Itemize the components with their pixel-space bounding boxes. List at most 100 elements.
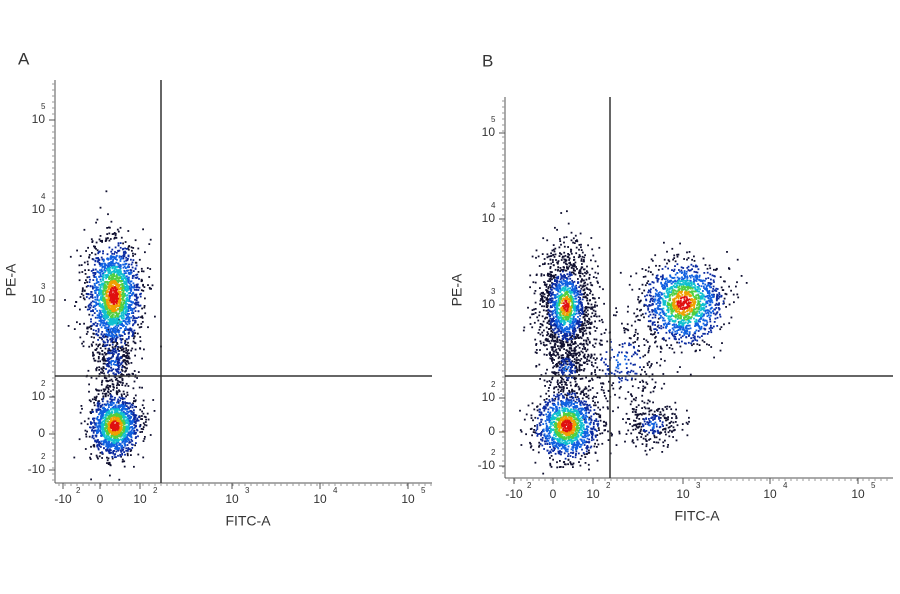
event-dot bbox=[557, 260, 560, 262]
event-dot bbox=[140, 280, 143, 283]
event-dot bbox=[121, 364, 124, 367]
event-dot bbox=[581, 348, 584, 350]
event-dot bbox=[644, 354, 646, 357]
event-dot bbox=[95, 278, 98, 280]
event-dot bbox=[96, 299, 99, 301]
event-dot bbox=[117, 454, 119, 457]
event-dot bbox=[574, 380, 577, 383]
event-dot bbox=[597, 272, 599, 275]
event-dot bbox=[117, 425, 120, 428]
event-dot bbox=[117, 360, 119, 363]
event-dot bbox=[89, 421, 92, 423]
event-dot bbox=[111, 415, 113, 418]
event-dot bbox=[643, 338, 645, 340]
event-dot bbox=[549, 336, 552, 338]
event-dot bbox=[115, 256, 117, 259]
event-dot bbox=[656, 345, 659, 348]
event-dot bbox=[584, 361, 587, 364]
event-dot bbox=[119, 268, 122, 271]
event-dot bbox=[99, 235, 102, 237]
event-dot bbox=[115, 432, 118, 435]
event-dot bbox=[103, 411, 106, 414]
event-dot bbox=[117, 230, 120, 233]
x-axis-label: FITC-A bbox=[225, 513, 271, 529]
event-dot bbox=[112, 452, 114, 455]
event-dot bbox=[93, 354, 95, 357]
event-dot bbox=[529, 274, 532, 277]
event-dot bbox=[98, 283, 101, 286]
event-dot bbox=[99, 318, 102, 320]
event-dot bbox=[567, 343, 569, 346]
event-dot bbox=[111, 267, 114, 270]
event-dot bbox=[133, 294, 136, 297]
event-dot bbox=[560, 386, 562, 389]
event-dot bbox=[121, 460, 124, 463]
event-dot bbox=[594, 342, 597, 345]
event-dot bbox=[539, 340, 542, 343]
event-dot bbox=[602, 420, 605, 423]
event-dot bbox=[113, 265, 116, 267]
event-dot bbox=[91, 434, 94, 437]
event-dot bbox=[568, 257, 571, 260]
event-dot bbox=[121, 441, 124, 444]
event-dot bbox=[545, 302, 548, 304]
event-dot bbox=[580, 390, 583, 393]
event-dot bbox=[583, 327, 586, 330]
event-dot bbox=[111, 296, 113, 299]
event-dot bbox=[114, 445, 117, 448]
event-dot bbox=[103, 321, 105, 324]
event-dot bbox=[551, 338, 554, 341]
event-dot bbox=[90, 336, 93, 338]
event-dot bbox=[638, 288, 641, 290]
event-dot bbox=[713, 268, 715, 271]
event-dot bbox=[133, 409, 135, 412]
event-dot bbox=[639, 381, 641, 383]
event-dot bbox=[99, 287, 102, 290]
event-dot bbox=[115, 319, 118, 322]
event-dot bbox=[117, 401, 120, 404]
event-dot bbox=[549, 284, 551, 287]
event-dot bbox=[99, 271, 102, 274]
event-dot bbox=[572, 466, 574, 468]
event-dot bbox=[116, 410, 119, 412]
event-dot bbox=[590, 303, 593, 306]
event-dot bbox=[655, 264, 657, 267]
event-dot bbox=[140, 292, 142, 295]
event-dot bbox=[571, 360, 573, 363]
event-dot bbox=[587, 323, 590, 325]
event-dot bbox=[630, 393, 632, 396]
event-dot bbox=[95, 409, 98, 412]
event-dot bbox=[126, 296, 129, 299]
event-dot bbox=[118, 277, 120, 280]
event-dot bbox=[144, 421, 147, 423]
event-dot bbox=[94, 268, 97, 271]
event-dot bbox=[117, 274, 120, 276]
event-dot bbox=[123, 421, 126, 424]
event-dot bbox=[112, 259, 114, 261]
event-dot bbox=[593, 338, 596, 341]
event-dot bbox=[112, 285, 114, 287]
event-dot bbox=[99, 315, 101, 318]
event-dot bbox=[151, 284, 154, 287]
event-dot bbox=[573, 259, 575, 261]
event-dot bbox=[118, 442, 121, 445]
event-dot bbox=[124, 292, 126, 295]
event-dot bbox=[109, 338, 112, 340]
event-dot bbox=[657, 441, 660, 444]
event-dot bbox=[651, 259, 654, 262]
event-dot bbox=[546, 334, 548, 337]
event-dot bbox=[114, 351, 116, 353]
event-dot bbox=[110, 309, 112, 312]
event-dot bbox=[108, 351, 111, 354]
event-dot bbox=[104, 347, 107, 350]
event-dot bbox=[152, 399, 155, 401]
event-dot bbox=[113, 363, 115, 366]
event-dot bbox=[529, 441, 531, 444]
event-dot bbox=[121, 405, 123, 408]
event-dot bbox=[631, 408, 634, 410]
event-dot bbox=[106, 276, 109, 278]
event-dot bbox=[107, 388, 110, 391]
event-dot bbox=[686, 434, 689, 437]
event-dot bbox=[115, 377, 118, 380]
event-dot bbox=[121, 257, 123, 260]
